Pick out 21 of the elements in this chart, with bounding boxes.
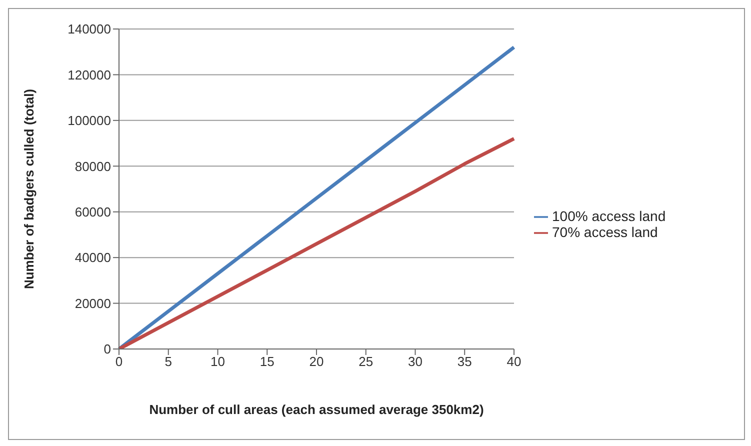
y-tick-label: 60000	[74, 204, 111, 220]
y-tick-label: 0	[104, 342, 111, 357]
x-tick-label: 20	[309, 354, 324, 370]
x-tick-label: 30	[408, 354, 422, 370]
x-tick-label: 40	[506, 354, 522, 370]
x-tick-label: 10	[210, 354, 225, 370]
x-tick-label: 25	[358, 354, 374, 370]
y-tick-label: 140000	[68, 22, 111, 37]
y-tick-label: 120000	[68, 67, 111, 82]
legend-label: 100% access land	[552, 208, 666, 224]
x-tick-label: 35	[457, 354, 472, 370]
y-axis-title: Number of badgers culled (total)	[22, 88, 37, 290]
y-tick-label: 20000	[74, 296, 111, 311]
y-tick-label: 100000	[68, 113, 111, 128]
x-tick-label: 0	[115, 354, 123, 370]
legend-label: 70% access land	[552, 224, 658, 240]
x-tick-label: 5	[164, 354, 172, 370]
y-tick-label: 80000	[74, 158, 111, 174]
y-tick-label: 40000	[74, 250, 111, 266]
x-axis-title: Number of cull areas (each assumed average 350km2)	[149, 402, 484, 417]
x-tick-label: 15	[260, 354, 274, 370]
